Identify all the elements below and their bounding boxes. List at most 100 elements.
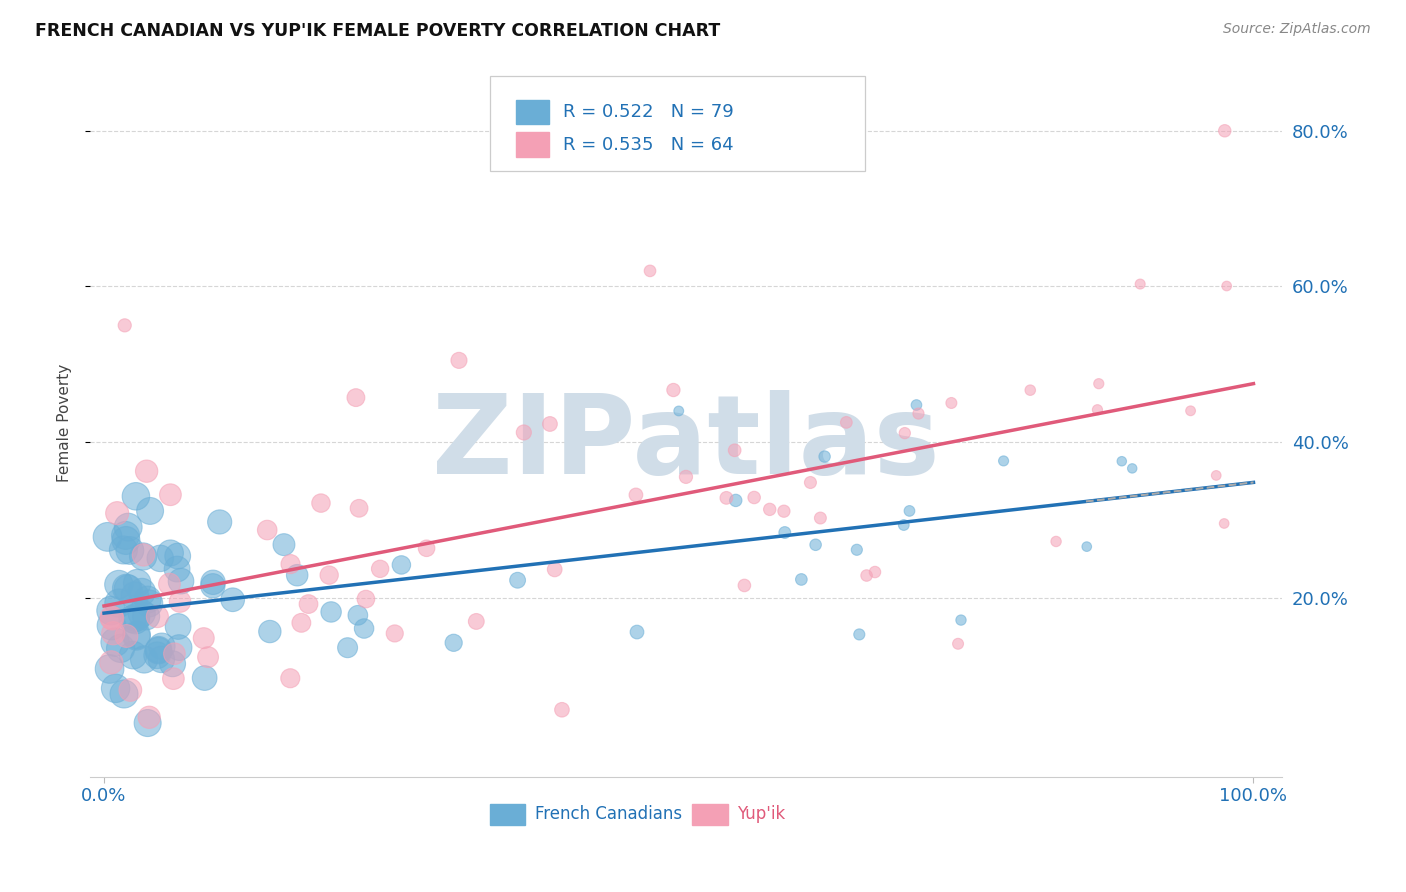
Point — [773, 504, 796, 518]
Point — [135, 609, 157, 624]
Point — [114, 318, 136, 333]
Point — [285, 568, 308, 582]
Point — [148, 643, 170, 657]
Point — [319, 605, 342, 619]
Point — [132, 652, 155, 666]
Text: R = 0.535   N = 64: R = 0.535 N = 64 — [564, 136, 734, 154]
Point — [638, 264, 661, 278]
Point — [790, 573, 813, 587]
Text: FRENCH CANADIAN VS YUP'IK FEMALE POVERTY CORRELATION CHART: FRENCH CANADIAN VS YUP'IK FEMALE POVERTY… — [35, 22, 720, 40]
Text: French Canadians: French Canadians — [534, 805, 682, 823]
Point — [100, 610, 122, 624]
Point — [162, 657, 184, 671]
Point — [110, 641, 132, 656]
Point — [136, 716, 159, 731]
Point — [626, 625, 648, 640]
Point — [125, 629, 148, 643]
Point — [1121, 461, 1143, 475]
Point — [993, 454, 1015, 468]
FancyBboxPatch shape — [489, 76, 865, 171]
Point — [125, 610, 148, 624]
Point — [513, 425, 536, 440]
Point — [131, 585, 153, 599]
Point — [1076, 540, 1098, 554]
Point — [139, 504, 162, 518]
Point — [150, 652, 173, 666]
Point — [551, 703, 574, 717]
Point — [949, 613, 972, 627]
Point — [1180, 404, 1202, 418]
Point — [662, 383, 685, 397]
Point — [465, 615, 488, 629]
Point — [138, 596, 160, 610]
Point — [941, 396, 963, 410]
Point — [905, 398, 928, 412]
Point — [100, 618, 122, 632]
Point — [318, 568, 340, 582]
Point — [127, 576, 149, 591]
Point — [97, 530, 120, 544]
Point — [309, 496, 332, 510]
Point — [118, 543, 141, 558]
Point — [668, 404, 690, 418]
Point — [112, 543, 135, 558]
Point — [278, 671, 301, 685]
Point — [742, 491, 765, 505]
Point — [105, 506, 128, 520]
Point — [124, 613, 146, 627]
Point — [167, 640, 190, 655]
Point — [256, 523, 278, 537]
Text: Yup'ik: Yup'ik — [738, 805, 786, 823]
Point — [447, 353, 470, 368]
Point — [166, 562, 188, 576]
Point — [197, 650, 219, 665]
Point — [132, 548, 155, 562]
Text: R = 0.522   N = 79: R = 0.522 N = 79 — [564, 103, 734, 121]
Point — [443, 636, 465, 650]
Point — [122, 648, 145, 662]
Point — [136, 592, 159, 607]
Point — [162, 672, 184, 686]
Point — [297, 597, 319, 611]
Point — [813, 450, 835, 464]
Point — [758, 502, 780, 516]
Point — [354, 592, 377, 607]
Point — [389, 558, 412, 572]
Point — [169, 594, 191, 608]
Point — [146, 609, 169, 624]
Point — [544, 562, 567, 576]
Point — [415, 541, 437, 556]
Point — [1205, 468, 1227, 483]
Point — [159, 546, 181, 560]
Point — [1129, 277, 1152, 291]
Point — [290, 615, 312, 630]
Point — [855, 568, 877, 582]
Point — [101, 611, 124, 625]
Point — [384, 626, 406, 640]
Point — [1087, 402, 1109, 417]
Point — [124, 589, 146, 603]
Point — [193, 631, 215, 645]
Point — [120, 683, 142, 698]
Point — [344, 391, 367, 405]
Point — [166, 549, 188, 563]
Point — [98, 662, 121, 676]
Point — [624, 488, 647, 502]
Point — [347, 608, 370, 623]
Point — [506, 573, 529, 587]
Point — [114, 528, 136, 542]
Point — [1213, 124, 1236, 138]
Point — [716, 491, 738, 505]
Point — [115, 533, 138, 548]
Point — [848, 627, 870, 641]
Point — [1111, 454, 1133, 468]
Point — [104, 681, 127, 696]
Point — [538, 417, 561, 431]
Point — [1213, 516, 1236, 531]
Point — [773, 525, 796, 540]
Point — [148, 642, 170, 657]
Point — [108, 596, 131, 610]
Point — [894, 426, 917, 441]
Point — [121, 612, 143, 626]
Point — [125, 628, 148, 642]
